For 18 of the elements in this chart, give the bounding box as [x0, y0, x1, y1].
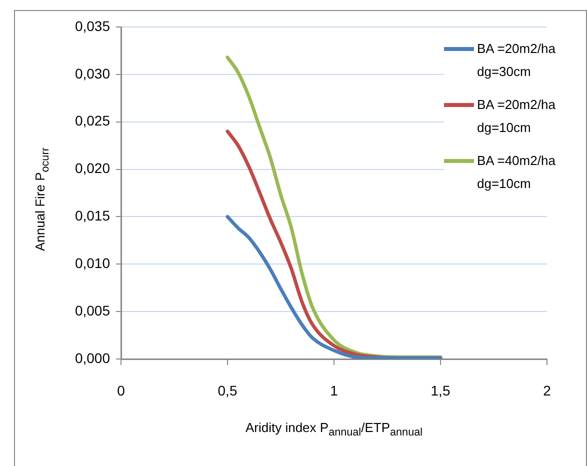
legend-label: BA =20m2/ha dg=10cm	[477, 96, 556, 137]
y-tick-label: 0,010	[74, 255, 110, 271]
legend-label: BA =40m2/ha dg=10cm	[477, 152, 556, 193]
x-axis-title: Aridity index P$_{annual}$/ETP$_{annual}$	[244, 420, 424, 439]
y-tick-label: 0,000	[74, 350, 110, 366]
y-tick-label: 0,025	[74, 112, 110, 129]
x-tick-label: 1	[330, 382, 338, 398]
y-tick-label: 0,030	[74, 65, 110, 82]
x-tick-label: 0	[117, 382, 126, 398]
x-tick-label: 2	[543, 382, 552, 398]
y-tick-label: 0,035	[74, 18, 110, 34]
line-series	[226, 214, 442, 359]
legend-label: BA =20m2/ha dg=30cm	[477, 40, 556, 81]
y-tick-label: 0,020	[74, 160, 110, 176]
y-tick-label: 0,005	[74, 302, 110, 318]
x-tick-label: 1,5	[430, 382, 450, 398]
y-tick-label: 0,015	[74, 208, 110, 224]
x-tick-label: 0,5	[218, 382, 238, 398]
